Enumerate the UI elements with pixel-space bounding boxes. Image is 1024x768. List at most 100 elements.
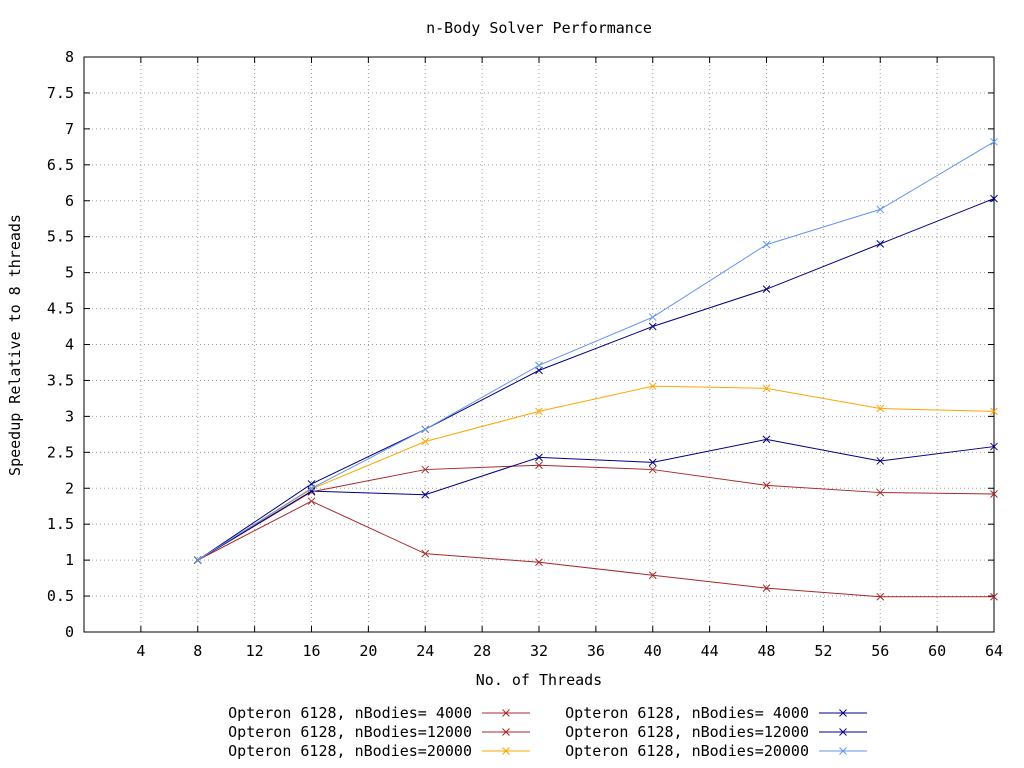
y-tick-label: 4.5 [47,300,74,318]
legend-entry: Opteron 6128, nBodies=12000 [228,723,530,741]
legend-label: Opteron 6128, nBodies=20000 [228,742,472,760]
data-point [421,549,430,558]
data-point [990,407,998,416]
y-tick-label: 2 [65,479,74,497]
data-point [876,457,885,465]
x-tick-label: 12 [246,642,264,660]
y-tick-label: 5 [65,264,74,282]
y-tick-label: 8 [65,48,74,66]
series-4 [193,435,998,564]
legend-label: Opteron 6128, nBodies=12000 [228,723,472,741]
series-line [197,198,995,561]
data-point [876,240,885,248]
data-point [990,490,998,498]
y-tick-label: 3 [65,407,74,425]
data-point [421,465,430,474]
data-point [193,556,202,564]
x-tick-label: 16 [302,642,320,660]
x-tick-label: 56 [871,642,889,660]
series-5 [193,194,998,564]
x-tick-label: 44 [701,642,719,660]
data-point [762,584,771,593]
legend-marker [502,728,510,736]
data-point [421,425,430,434]
series-line [197,141,995,561]
legend-label: Opteron 6128, nBodies= 4000 [565,704,809,722]
data-point [762,240,771,249]
series-line [197,385,995,561]
series [193,137,998,601]
series-6 [193,137,998,564]
data-point [421,490,430,499]
data-point [648,382,657,391]
data-point [648,322,657,331]
data-point [535,361,543,370]
y-tick-label: 7 [65,120,74,138]
data-point [648,571,657,580]
y-tick-label: 1.5 [47,515,74,533]
data-point [876,404,885,413]
legend-label: Opteron 6128, nBodies= 4000 [228,704,472,722]
x-axis: 4 8 12 16 20 24 28 32 36 40 44 48 52 56 60 64 [136,57,1003,660]
x-tick-label: 8 [193,642,202,660]
legend-marker [839,709,847,717]
legend-label: Opteron 6128, nBodies=12000 [565,723,809,741]
x-axis-label: No. of Threads [476,671,602,689]
data-point [762,384,771,393]
legend-entry: Opteron 6128, nBodies=12000 [565,723,867,741]
data-point [762,435,771,444]
x-tick-label: 24 [416,642,434,660]
data-point [307,497,316,506]
x-tick-label: 32 [530,642,548,660]
data-point [762,481,771,490]
chart-title: n-Body Solver Performance [426,19,652,37]
legend-entry: Opteron 6128, nBodies=20000 [565,742,867,760]
y-tick-label: 2.5 [47,443,74,461]
legend-marker [502,709,510,717]
x-tick-label: 28 [473,642,491,660]
x-tick-label: 40 [644,642,662,660]
y-tick-label: 4 [65,336,74,354]
data-point [421,437,430,446]
data-point [535,461,543,470]
legend-marker [839,728,847,736]
legend-marker [502,747,510,755]
data-point [762,285,771,294]
y-tick-label: 0 [65,623,74,641]
x-tick-label: 4 [136,642,145,660]
x-tick-label: 20 [359,642,377,660]
data-point [307,484,316,493]
series-line [197,500,994,598]
data-point [876,488,885,497]
y-tick-label: 5.5 [47,228,74,246]
data-point [648,465,657,474]
y-tick-label: 0.5 [47,587,74,605]
legend-entry: Opteron 6128, nBodies= 4000 [228,704,530,722]
y-axis-label: Speedup Relative to 8 threads [6,214,24,476]
y-tick-label: 7.5 [47,84,74,102]
data-point [307,487,316,495]
data-point [990,442,998,451]
x-tick-label: 60 [928,642,946,660]
x-tick-label: 48 [757,642,775,660]
legend-entry: Opteron 6128, nBodies= 4000 [565,704,867,722]
data-point [535,453,543,462]
x-tick-label: 52 [814,642,832,660]
data-point [535,407,543,416]
series-2 [193,461,998,564]
data-point [535,558,543,567]
x-tick-label: 64 [985,642,1003,660]
data-point [876,592,885,601]
y-tick-label: 1 [65,551,74,569]
legend-label: Opteron 6128, nBodies=20000 [565,742,809,760]
y-tick-label: 6.5 [47,156,74,174]
y-tick-label: 6 [65,192,74,210]
series-line [197,438,995,561]
legend-marker [839,747,847,755]
data-point [990,137,998,146]
series-line [197,464,995,561]
data-point [876,205,885,214]
